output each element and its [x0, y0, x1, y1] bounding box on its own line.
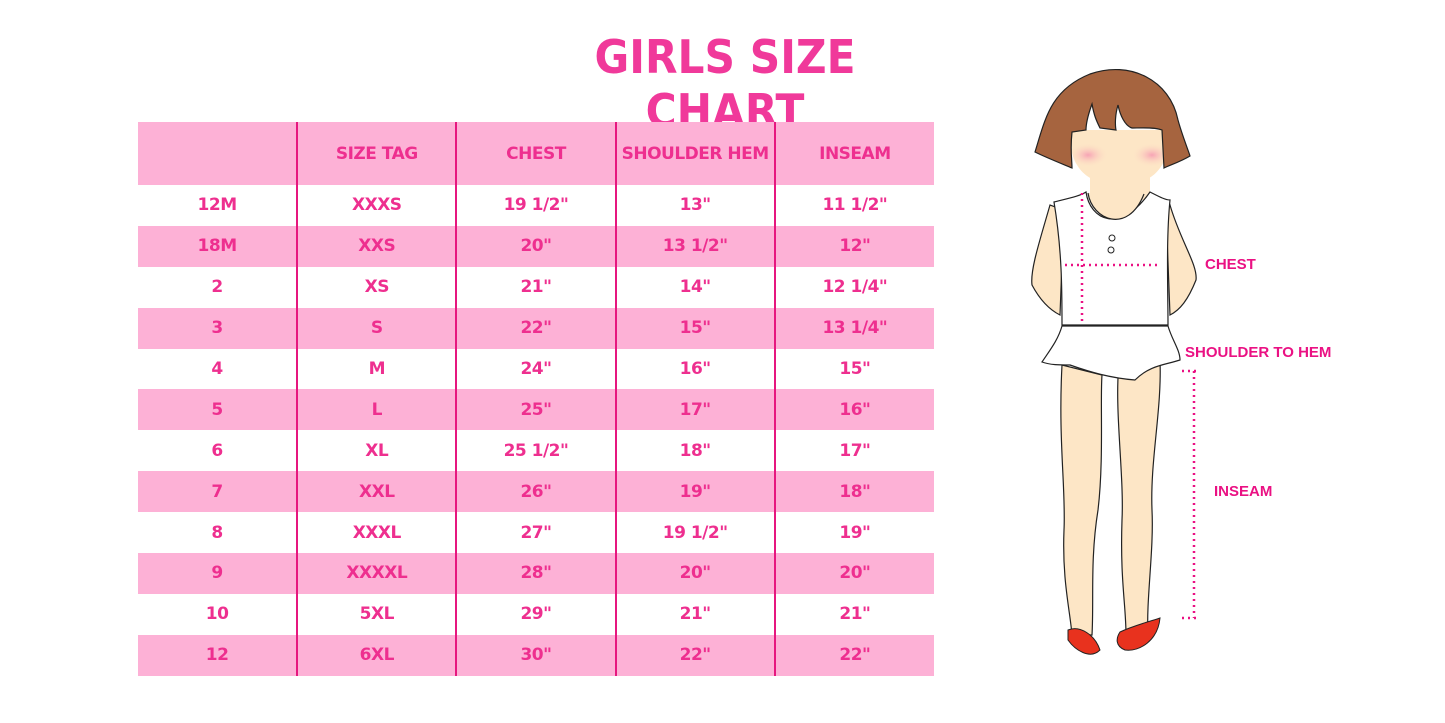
table-cell: M — [296, 348, 457, 390]
table-row: 18M XXS 20" 13 1/2" 12" — [138, 225, 934, 267]
table-cell: 20" — [455, 225, 616, 267]
column-header: INSEAM — [773, 122, 934, 185]
table-header-row: SIZE TAG CHEST SHOULDER HEM INSEAM — [138, 122, 934, 185]
table-cell: 25 1/2" — [455, 430, 616, 472]
table-cell: 12 1/4" — [773, 266, 934, 308]
table-cell: 18" — [614, 430, 775, 472]
table-cell: 22" — [455, 307, 616, 349]
table-cell: 21" — [773, 593, 934, 635]
table-cell: L — [296, 389, 457, 431]
table-cell: 19" — [614, 471, 775, 513]
table-cell: 18" — [773, 471, 934, 513]
table-cell: XXXXL — [296, 553, 457, 594]
table-row: 12M XXXS 19 1/2" 13" 11 1/2" — [138, 185, 934, 226]
table-row: 2 XS 21" 14" 12 1/4" — [138, 266, 934, 308]
table-row: 6 XL 25 1/2" 18" 17" — [138, 430, 934, 472]
table-cell: 17" — [614, 389, 775, 431]
table-cell: XXXS — [296, 185, 457, 226]
table-cell: 6XL — [296, 634, 457, 676]
table-cell: 5XL — [296, 593, 457, 635]
table-row: 7 XXL 26" 19" 18" — [138, 471, 934, 513]
table-cell: 22" — [773, 634, 934, 676]
column-header: SIZE TAG — [296, 122, 457, 185]
table-cell: 21" — [455, 266, 616, 308]
table-cell: 15" — [614, 307, 775, 349]
table-cell: 29" — [455, 593, 616, 635]
chest-label: CHEST — [1205, 256, 1256, 273]
table-cell: 21" — [614, 593, 775, 635]
column-header: SHOULDER HEM — [614, 122, 775, 185]
table-row: 10 5XL 29" 21" 21" — [138, 593, 934, 635]
table-row: 4 M 24" 16" 15" — [138, 348, 934, 390]
table-cell: 17" — [773, 430, 934, 472]
table-cell: XXXL — [296, 512, 457, 554]
table-cell: 30" — [455, 634, 616, 676]
table-cell: 22" — [614, 634, 775, 676]
table-cell: 12M — [197, 195, 238, 216]
girl-illustration — [1020, 60, 1220, 674]
table-cell: 25" — [455, 389, 616, 431]
table-cell: 9 — [138, 553, 298, 594]
size-chart-table: SIZE TAG CHEST SHOULDER HEM INSEAM 12M XXXS 1… — [138, 122, 934, 676]
table-cell: 7 — [138, 471, 298, 513]
column-header — [138, 122, 298, 185]
table-cell: 6 — [211, 440, 223, 461]
table-row: 3 S 22" 15" 13 1/4" — [138, 307, 934, 349]
table-cell: XXL — [296, 471, 457, 513]
table-cell: 27" — [455, 512, 616, 554]
table-cell: 19" — [773, 512, 934, 554]
table-cell: 3 — [138, 307, 298, 349]
table-cell: 20" — [614, 553, 775, 594]
inseam-label: INSEAM — [1214, 483, 1273, 500]
table-cell: 15" — [773, 348, 934, 390]
table-cell: 13 1/4" — [773, 307, 934, 349]
table-cell: XS — [296, 266, 457, 308]
table-cell: 28" — [455, 553, 616, 594]
table-cell: 20" — [773, 553, 934, 594]
table-cell: 13 1/2" — [614, 225, 775, 267]
page-title: GIRLS SIZE CHART — [594, 30, 856, 138]
shoulder-to-hem-label: SHOULDER TO HEM — [1185, 344, 1332, 361]
table-row: 9 XXXXL 28" 20" 20" — [138, 553, 934, 594]
table-cell: 26" — [455, 471, 616, 513]
table-cell: 8 — [211, 522, 223, 543]
table-cell: XL — [296, 430, 457, 472]
table-row: 5 L 25" 17" 16" — [138, 389, 934, 431]
table-row: 12 6XL 30" 22" 22" — [138, 634, 934, 676]
table-cell: 10 — [205, 604, 229, 625]
table-cell: 16" — [773, 389, 934, 431]
table-cell: 19 1/2" — [455, 185, 616, 226]
table-cell: 12 — [138, 634, 298, 676]
table-cell: 16" — [614, 348, 775, 390]
table-cell: 2 — [211, 277, 223, 298]
table-cell: 13" — [614, 185, 775, 226]
column-header: CHEST — [455, 122, 616, 185]
table-cell: S — [296, 307, 457, 349]
table-cell: XXS — [296, 225, 457, 267]
table-cell: 19 1/2" — [614, 512, 775, 554]
table-cell: 11 1/2" — [773, 185, 934, 226]
table-row: 8 XXXL 27" 19 1/2" 19" — [138, 512, 934, 554]
table-cell: 24" — [455, 348, 616, 390]
table-cell: 5 — [138, 389, 298, 431]
table-cell: 4 — [211, 359, 223, 379]
table-cell: 14" — [614, 266, 775, 308]
table-cell: 12" — [773, 225, 934, 267]
table-cell: 18M — [138, 225, 298, 267]
